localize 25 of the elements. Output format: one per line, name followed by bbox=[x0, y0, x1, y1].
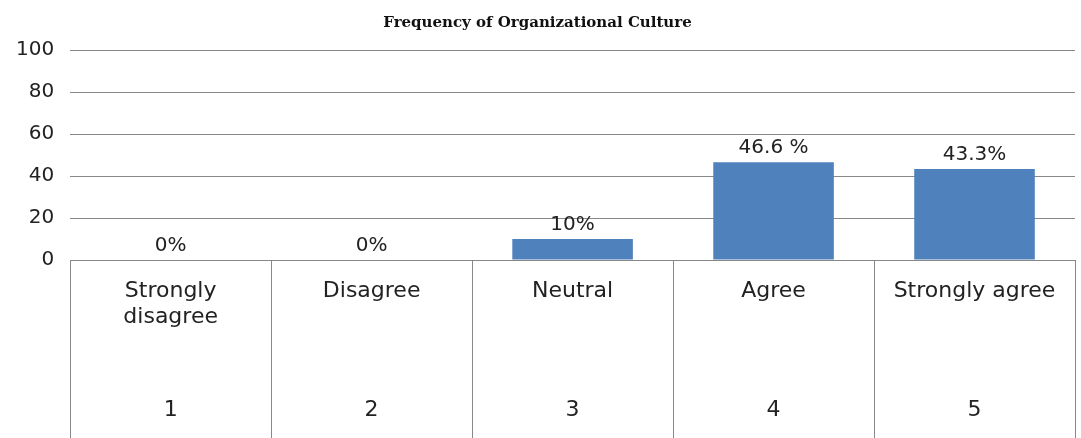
y-tick-label: 0 bbox=[41, 246, 55, 271]
x-tick-label: Strongly agree bbox=[893, 276, 1056, 302]
data-label: 46.6 % bbox=[738, 134, 809, 159]
text: 1 bbox=[163, 395, 178, 421]
bar bbox=[914, 169, 1035, 260]
y-tick-label: 20 bbox=[28, 204, 55, 229]
bar bbox=[512, 239, 633, 260]
x-tick-label: Neutral bbox=[531, 276, 614, 302]
text: 3 bbox=[565, 395, 580, 421]
data-label: 10% bbox=[550, 211, 595, 236]
y-tick-label: 100 bbox=[15, 36, 55, 61]
text: 5 bbox=[967, 395, 982, 421]
x-tick-label: Agree bbox=[741, 276, 806, 302]
bar bbox=[713, 162, 834, 260]
x-tick-label: Strongly disagree bbox=[123, 276, 218, 329]
y-tick-label: 80 bbox=[28, 78, 55, 103]
data-label: 0% bbox=[154, 232, 187, 257]
text: 4 bbox=[766, 395, 781, 421]
x-tick-label: Disagree bbox=[322, 276, 421, 302]
text: 2 bbox=[364, 395, 379, 421]
chart-title: Frequency of Organizational Culture bbox=[383, 12, 692, 31]
y-tick-label: 60 bbox=[28, 120, 55, 145]
data-label: 43.3% bbox=[942, 141, 1007, 166]
data-label: 0% bbox=[355, 232, 388, 257]
y-tick-label: 40 bbox=[28, 162, 55, 187]
